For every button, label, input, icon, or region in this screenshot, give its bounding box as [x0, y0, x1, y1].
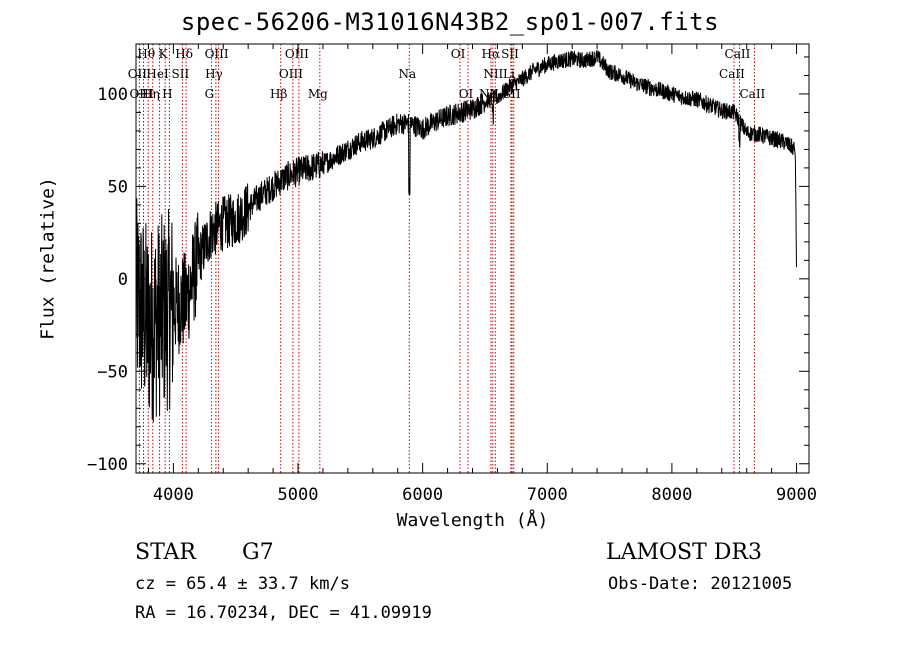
y-tick-label: 0 [118, 270, 128, 290]
spectrum-group [135, 49, 797, 423]
line-marker-label: CaII [725, 47, 751, 61]
coordinates: RA = 16.70234, DEC = 41.09919 [135, 603, 432, 623]
x-tick-label: 6000 [402, 485, 443, 505]
y-axis-label: Flux (relative) [37, 177, 59, 340]
x-tick-label: 9000 [776, 485, 817, 505]
x-tick-label: 4000 [153, 485, 194, 505]
line-marker-label: Hθ [137, 47, 155, 61]
object-subclass: G7 [242, 540, 274, 565]
line-marker-label: Na [398, 67, 416, 81]
line-marker-label: Hα [482, 47, 501, 61]
line-marker-label: Hδ [175, 47, 193, 61]
object-type: STAR [135, 540, 196, 565]
x-tick-label: 5000 [278, 485, 319, 505]
line-marker-label: OIII [279, 67, 303, 81]
redshift-value: cz = 65.4 ± 33.7 km/s [135, 574, 350, 594]
line-marker-label: H [162, 87, 172, 101]
spectrum-line [135, 49, 797, 423]
marker-lines [138, 44, 755, 473]
line-marker-label: G [205, 87, 215, 101]
line-marker-label: OI [451, 47, 466, 61]
line-marker-label: CaII [739, 87, 765, 101]
y-tick-label: 100 [97, 85, 128, 105]
line-marker-label: Li [503, 67, 515, 81]
line-marker-label: HeI [146, 67, 169, 81]
line-marker-label: OII [128, 67, 148, 81]
line-marker-label: OIII [205, 47, 229, 61]
line-marker-label: Hη [142, 87, 160, 101]
line-marker-label: OIII [285, 47, 309, 61]
line-marker-label: SII [172, 67, 190, 81]
line-marker-label: OI [459, 87, 474, 101]
line-marker-label: NII [483, 67, 503, 81]
line-marker-label: SII [501, 47, 519, 61]
axis-tick-labels: 4000 5000 6000 7000 8000 9000 −100 −50 0 50 100 [87, 85, 817, 505]
y-tick-label: 50 [108, 177, 128, 197]
line-marker-label: CaII [719, 67, 745, 81]
survey-name: LAMOST DR3 [606, 540, 762, 565]
chart-title: spec-56206-M31016N43B2_sp01-007.fits [180, 8, 720, 36]
y-tick-label: −50 [97, 362, 128, 382]
line-marker-label: Hγ [205, 67, 223, 81]
x-tick-label: 8000 [651, 485, 692, 505]
line-marker-label: Mg [308, 87, 328, 101]
x-tick-label: 7000 [527, 485, 568, 505]
y-tick-label: −100 [87, 455, 128, 475]
observation-date: Obs-Date: 20121005 [608, 574, 793, 594]
line-marker-label: K [159, 47, 169, 61]
axis-ticks [136, 44, 809, 473]
line-marker-label: Hβ [270, 87, 287, 101]
x-axis-label: Wavelength (Å) [396, 510, 549, 531]
